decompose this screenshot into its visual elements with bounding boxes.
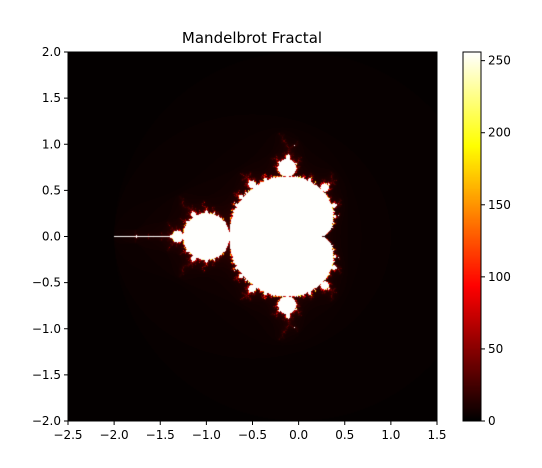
x-tick-label: −0.5: [238, 428, 267, 442]
y-tick-label: 1.5: [42, 91, 61, 105]
y-tick-label: 1.0: [42, 137, 61, 151]
y-tick-label: 2.0: [42, 45, 61, 59]
y-axis: −2.0 −1.5 −1.0 −0.5 0.0 0.5 1.0 1.5 2.0: [32, 45, 68, 428]
colorbar-gradient: [463, 52, 481, 421]
x-tick-label: 0.0: [289, 428, 308, 442]
y-tick-label: −0.5: [32, 276, 61, 290]
x-tick-label: 1.0: [381, 428, 400, 442]
x-tick-label: 0.5: [335, 428, 354, 442]
colorbar-tick-label: 100: [488, 270, 511, 284]
colorbar-tick-label: 250: [488, 54, 511, 68]
chart-title: Mandelbrot Fractal: [182, 29, 322, 47]
x-tick-label: −2.0: [100, 428, 129, 442]
x-tick-label: −2.5: [53, 428, 82, 442]
colorbar-tick-label: 50: [488, 342, 503, 356]
colorbar-tick-label: 0: [488, 414, 496, 428]
y-tick-label: −2.0: [32, 414, 61, 428]
colorbar-frame: [462, 51, 482, 422]
y-tick-label: −1.0: [32, 322, 61, 336]
colorbar-tick-label: 150: [488, 198, 511, 212]
colorbar-axis: 0 50 100 150 200 250: [481, 54, 511, 428]
y-tick-label: 0.0: [42, 230, 61, 244]
colorbar-tick-label: 200: [488, 126, 511, 140]
x-tick-label: −1.0: [192, 428, 221, 442]
x-tick-label: 1.5: [427, 428, 446, 442]
heatmap-area: [67, 51, 438, 422]
x-tick-label: −1.5: [146, 428, 175, 442]
y-tick-label: 0.5: [42, 183, 61, 197]
mandelbrot-heatmap: [68, 52, 437, 421]
colorbar: 0 50 100 150 200 250: [462, 51, 511, 428]
x-axis: −2.5 −2.0 −1.5 −1.0 −0.5 0.0 0.5 1.0 1.5: [53, 421, 447, 442]
y-tick-label: −1.5: [32, 368, 61, 382]
